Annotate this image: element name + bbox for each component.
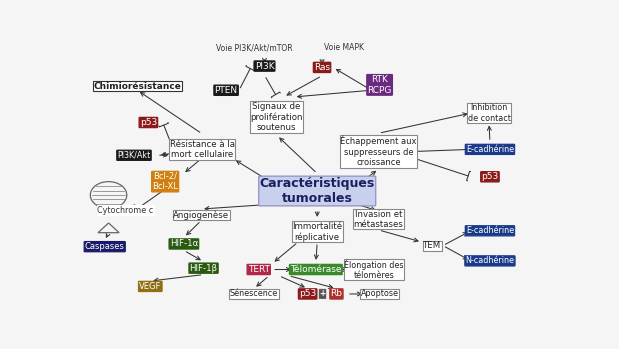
Text: Échappement aux
suppresseurs de
croissance: Échappement aux suppresseurs de croissan… bbox=[340, 136, 417, 167]
Text: N-cadhérine: N-cadhérine bbox=[465, 257, 514, 265]
Text: Invasion et
métastases: Invasion et métastases bbox=[353, 209, 404, 229]
Text: Élongation des
télomères: Élongation des télomères bbox=[344, 259, 404, 280]
Text: Résistance à la
mort cellulaire: Résistance à la mort cellulaire bbox=[170, 140, 235, 159]
Text: TERT: TERT bbox=[248, 265, 270, 274]
Text: Angiogenèse: Angiogenèse bbox=[173, 210, 229, 220]
Text: HIF-1α: HIF-1α bbox=[170, 239, 198, 248]
Text: Inhibition
de contact: Inhibition de contact bbox=[467, 103, 511, 123]
Text: +: + bbox=[319, 289, 326, 298]
Text: Télomérase: Télomérase bbox=[290, 265, 342, 274]
Text: p53: p53 bbox=[299, 289, 316, 298]
Text: Caractéristiques
tumorales: Caractéristiques tumorales bbox=[259, 177, 375, 205]
Text: Cytochrome c: Cytochrome c bbox=[97, 206, 154, 215]
Text: Ras: Ras bbox=[314, 63, 330, 72]
Text: Bcl-2/
Bcl-XL: Bcl-2/ Bcl-XL bbox=[152, 172, 178, 191]
Text: p53: p53 bbox=[140, 118, 157, 127]
Text: Rb: Rb bbox=[331, 289, 342, 298]
Text: HIF-1β: HIF-1β bbox=[189, 263, 217, 273]
Text: PTEN: PTEN bbox=[215, 86, 238, 95]
Text: Caspases: Caspases bbox=[85, 242, 124, 251]
Text: Signaux de
prolifération
soutenus: Signaux de prolifération soutenus bbox=[250, 102, 303, 132]
Text: VEGF: VEGF bbox=[139, 282, 162, 291]
Text: Apoptose: Apoptose bbox=[361, 289, 399, 298]
Text: Sénescence: Sénescence bbox=[230, 289, 278, 298]
Text: p53: p53 bbox=[482, 172, 498, 181]
Text: RTK
RCPG: RTK RCPG bbox=[368, 75, 392, 95]
Text: Immortalité
réplicative: Immortalité réplicative bbox=[292, 222, 342, 242]
Text: Chimiorésistance: Chimiorésistance bbox=[93, 82, 181, 91]
Text: PI3K: PI3K bbox=[254, 61, 274, 70]
Text: Voie MAPK: Voie MAPK bbox=[324, 43, 364, 52]
Text: Voie PI3K/Akt/mTOR: Voie PI3K/Akt/mTOR bbox=[215, 43, 292, 52]
Text: PI3K/Akt: PI3K/Akt bbox=[118, 151, 150, 160]
Text: E-cadhérine: E-cadhérine bbox=[466, 145, 514, 154]
Text: E-cadhérine: E-cadhérine bbox=[466, 226, 514, 235]
Text: TEM: TEM bbox=[423, 241, 441, 250]
